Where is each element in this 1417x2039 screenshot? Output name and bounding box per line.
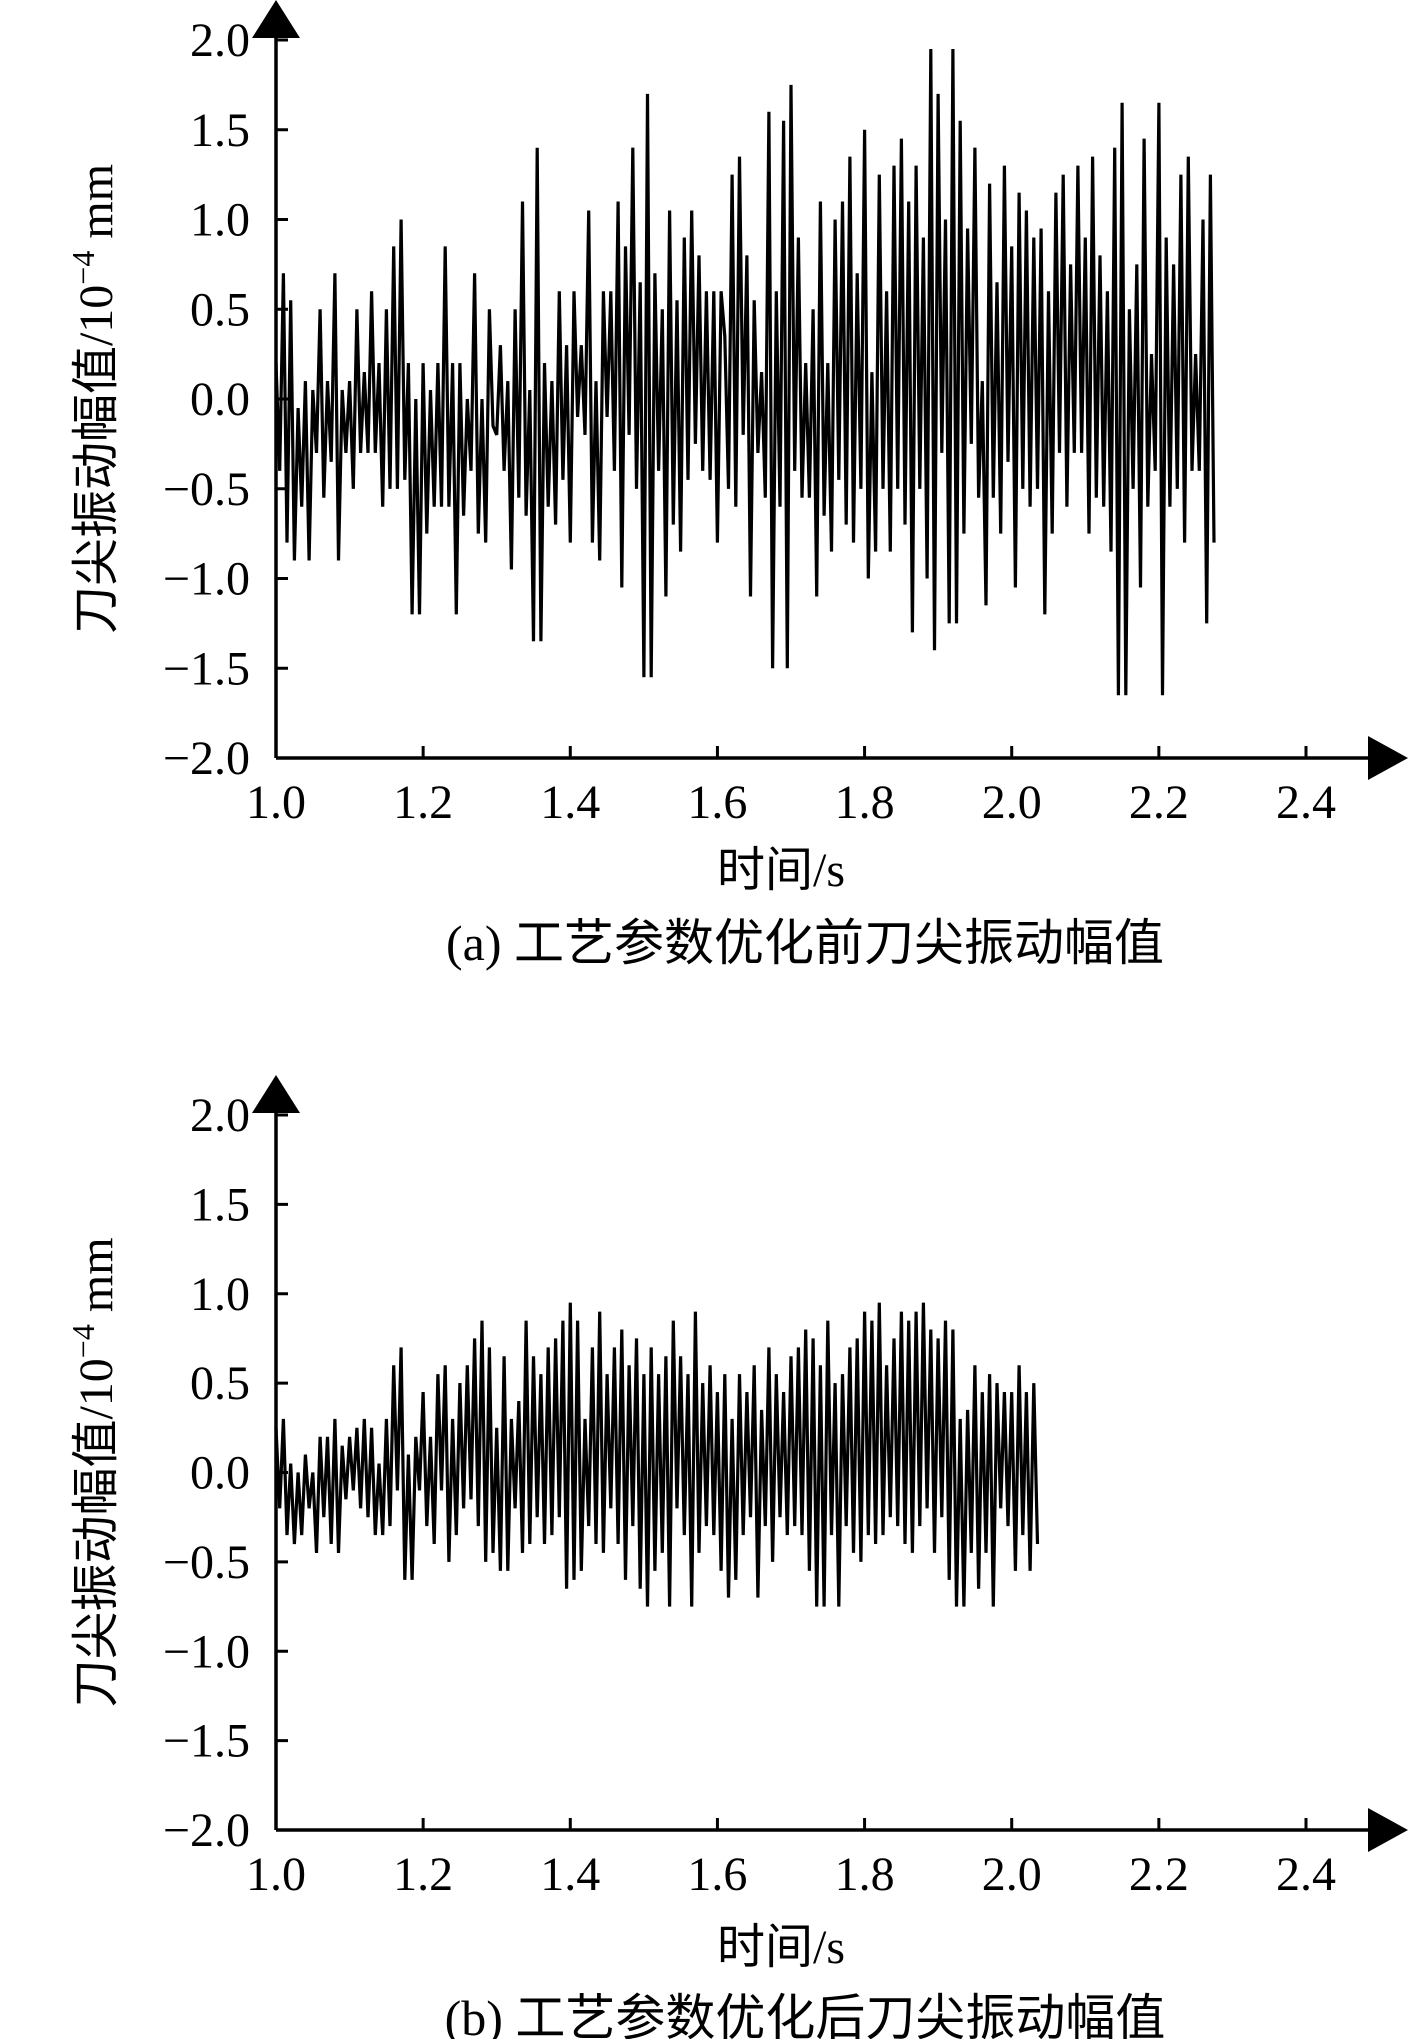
x-tick-label: 1.2 (393, 1848, 453, 1901)
y-tick-label: 1.0 (190, 1268, 250, 1321)
y-axis-title-unit: mm (70, 1237, 123, 1324)
x-tick-label: 2.4 (1276, 1848, 1336, 1901)
y-tick-label: −1.5 (163, 642, 250, 695)
y-tick-label: 1.5 (190, 104, 250, 157)
x-tick-label: 1.8 (835, 776, 895, 829)
y-axis-title-main: 刀尖振动幅值/10 (70, 1358, 123, 1707)
y-axis-title-exponent: −4 (65, 251, 101, 285)
chart-panel-a: 2.01.51.00.50.0−0.5−1.0−1.5−2.01.0 1.2 1.4… (65, 0, 1408, 971)
y-tick-label: −0.5 (163, 463, 250, 516)
x-tick-label: 2.0 (982, 776, 1042, 829)
y-axis-title-main: 刀尖振动幅值/10 (70, 285, 123, 634)
figure-caption: (a) 工艺参数优化前刀尖振动幅值 (446, 915, 1164, 971)
y-tick-label: −2.0 (163, 1804, 250, 1857)
data-series-line (274, 48, 1216, 696)
y-tick-label: 0.5 (190, 1357, 250, 1410)
y-axis-title: 刀尖振动幅值/10−4 mm (65, 164, 123, 634)
x-tick-label: 1.4 (540, 1848, 600, 1901)
y-axis-arrow (252, 0, 300, 38)
x-axis-title: 时间/s (717, 844, 845, 897)
x-tick-label: 1.2 (393, 776, 453, 829)
x-tick-label: 2.4 (1276, 776, 1336, 829)
y-tick-label: −0.5 (163, 1536, 250, 1589)
y-axis-title: 刀尖振动幅值/10−4 mm (65, 1237, 123, 1707)
x-axis-arrow (1368, 1808, 1408, 1852)
chart-panel-b: 2.01.51.00.50.0−0.5−1.0−1.5−2.01.0 1.2 1.4… (65, 1075, 1408, 2039)
x-tick-label: 1.0 (246, 776, 306, 829)
y-tick-label: 1.0 (190, 194, 250, 247)
x-axis-title: 时间/s (717, 1921, 845, 1974)
figure-caption: (b) 工艺参数优化后刀尖振动幅值 (445, 1990, 1166, 2039)
y-tick-label: −1.0 (163, 553, 250, 606)
x-tick-label: 2.2 (1129, 1848, 1189, 1901)
y-tick-label: 2.0 (190, 14, 250, 67)
x-tick-label: 1.8 (835, 1848, 895, 1901)
x-tick-label: 1.4 (540, 776, 600, 829)
y-tick-label: 2.0 (190, 1089, 250, 1142)
x-tick-label: 2.2 (1129, 776, 1189, 829)
y-tick-label: 1.5 (190, 1178, 250, 1231)
data-series-line (274, 1302, 1040, 1607)
y-tick-label: −2.0 (163, 732, 250, 785)
x-tick-label: 1.6 (687, 1848, 747, 1901)
y-axis-title-exponent: −4 (65, 1324, 101, 1358)
x-tick-label: 1.0 (246, 1848, 306, 1901)
y-axis-arrow (252, 1075, 300, 1113)
y-tick-label: 0.0 (190, 1447, 250, 1500)
x-axis-arrow (1368, 736, 1408, 780)
y-tick-label: −1.0 (163, 1625, 250, 1678)
x-tick-label: 1.6 (687, 776, 747, 829)
y-tick-label: −1.5 (163, 1715, 250, 1768)
x-tick-label: 2.0 (982, 1848, 1042, 1901)
y-tick-label: 0.5 (190, 283, 250, 336)
y-axis-title-unit: mm (70, 164, 123, 251)
y-tick-label: 0.0 (190, 373, 250, 426)
